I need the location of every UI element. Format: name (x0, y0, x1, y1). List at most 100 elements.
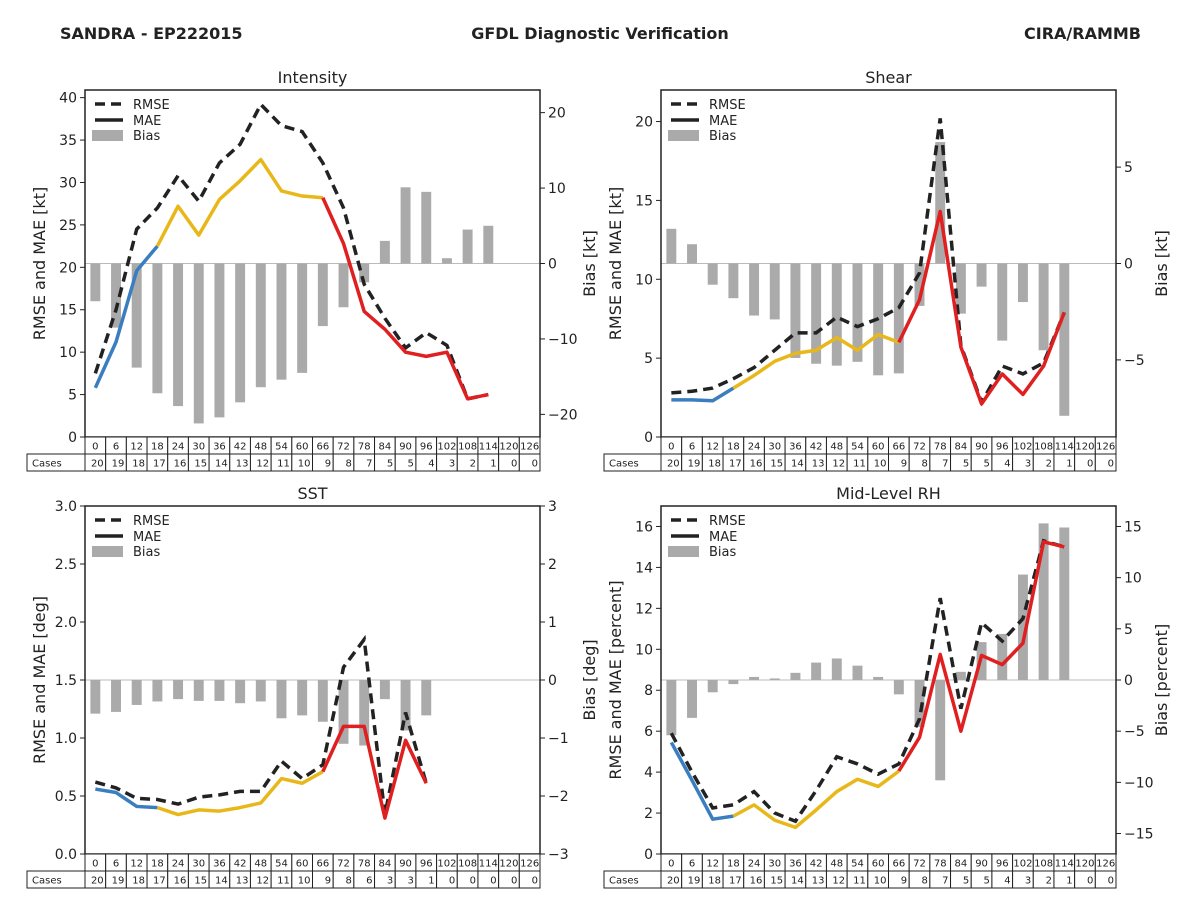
bias-bar (831, 658, 842, 680)
forecast-hour-label: 6 (689, 859, 695, 870)
y-tick-label: 2.0 (55, 615, 77, 631)
cases-value: 8 (921, 459, 927, 470)
forecast-hour-label: 78 (934, 442, 947, 453)
legend-bias-swatch (92, 130, 123, 141)
cases-label-cell (26, 870, 86, 889)
cases-value: 7 (366, 459, 372, 470)
legend-mae-label: MAE (709, 530, 737, 545)
chart-title: SST (297, 484, 327, 503)
bias-bar (955, 671, 966, 680)
cases-value: 4 (1004, 459, 1010, 470)
cases-value: 0 (511, 459, 517, 470)
cases-label: Cases (32, 876, 62, 887)
cases-cell (518, 870, 541, 889)
forecast-hour-label: 48 (254, 859, 267, 870)
forecast-hour-label: 12 (130, 859, 143, 870)
mae-line-mid (156, 770, 324, 817)
forecast-hour-label: 108 (1034, 442, 1053, 453)
bias-bar (421, 680, 432, 716)
y-tick-label: 15 (59, 303, 77, 319)
bias-bar (90, 263, 101, 302)
y2-tick-label: 0 (548, 673, 557, 689)
cases-value: 12 (256, 876, 269, 887)
y-tick-label: 0.5 (55, 789, 77, 805)
mae-line-late (321, 197, 489, 401)
legend-mae-label: MAE (133, 114, 161, 129)
bias-bar (111, 263, 121, 328)
y-tick-label: 14 (635, 560, 653, 576)
forecast-hour-label: 84 (955, 442, 968, 453)
forecast-hour-label: 0 (668, 859, 674, 870)
cases-value: 5 (408, 459, 414, 470)
cases-table: 0206191218181724163015361442134812541160… (603, 853, 1117, 889)
y-tick-label: 0 (644, 430, 653, 446)
cases-value: 3 (449, 459, 455, 470)
cases-value: 19 (112, 459, 125, 470)
mae-line-mid (155, 157, 323, 247)
forecast-hour-label: 90 (975, 442, 988, 453)
bias-bar (441, 258, 452, 264)
forecast-hour-label: 18 (151, 859, 164, 870)
forecast-hour-label: 66 (892, 859, 905, 870)
y2-tick-label: −10 (1124, 775, 1154, 791)
y-axis-label: RMSE and MAE [kt] (30, 187, 49, 340)
y-tick-label: 5 (68, 388, 77, 404)
bias-bar (111, 680, 121, 712)
bias-bar (359, 680, 370, 746)
bias-bar (790, 263, 801, 358)
y2-tick-label: 0 (1124, 257, 1133, 273)
y2-tick-label: −3 (548, 847, 569, 863)
cases-value: 16 (174, 459, 187, 470)
bias-bar (90, 680, 101, 714)
cases-value: 19 (688, 459, 701, 470)
y2-axis-label: Bias [percent] (1152, 624, 1171, 736)
bias-bar (131, 680, 142, 705)
bias-bar (769, 678, 780, 680)
cases-value: 0 (490, 876, 496, 887)
forecast-hour-label: 54 (851, 859, 864, 870)
y-tick-label: 12 (635, 601, 653, 617)
cases-cell (518, 453, 541, 472)
cases-label: Cases (609, 876, 639, 887)
cases-value: 5 (387, 459, 393, 470)
forecast-hour-label: 60 (872, 859, 885, 870)
cases-value: 5 (984, 459, 990, 470)
forecast-hour-label: 114 (1055, 859, 1074, 870)
cases-value: 5 (984, 876, 990, 887)
y2-tick-label: 1 (548, 615, 557, 631)
forecast-hour-label: 30 (192, 859, 205, 870)
mae-line-early (669, 741, 734, 821)
bias-bar (1038, 523, 1049, 680)
cases-value: 20 (667, 459, 680, 470)
y2-tick-label: −10 (548, 332, 578, 348)
cases-label-cell (603, 870, 662, 889)
y-axis-label: RMSE and MAE [percent] (606, 580, 625, 779)
cases-value: 7 (942, 876, 948, 887)
cases-value: 1 (1066, 876, 1072, 887)
cases-value: 0 (532, 876, 538, 887)
y-tick-label: 25 (59, 218, 77, 234)
legend-rmse-label: RMSE (133, 98, 170, 113)
bias-bar (317, 263, 328, 327)
bias-bar (955, 263, 966, 314)
forecast-hour-label: 96 (996, 442, 1009, 453)
cases-value: 6 (366, 876, 372, 887)
cases-value: 17 (729, 876, 742, 887)
cases-value: 2 (1046, 876, 1052, 887)
cases-value: 0 (511, 876, 517, 887)
cases-value: 9 (901, 876, 907, 887)
organization-label: CIRA/RAMMB (1024, 24, 1141, 43)
bias-bar (193, 680, 204, 701)
cases-label: Cases (609, 459, 639, 470)
chart-title: Intensity (278, 68, 348, 87)
forecast-hour-label: 12 (706, 442, 719, 453)
cases-value: 0 (470, 876, 476, 887)
cases-value: 3 (387, 876, 393, 887)
chart-intensity: Intensity0510152025303540−20−1001020RMSE… (26, 68, 599, 472)
bias-bar (893, 680, 904, 695)
cases-value: 16 (750, 876, 763, 887)
chart-title: Shear (865, 68, 912, 87)
cases-value: 12 (832, 876, 845, 887)
y2-tick-label: 2 (548, 557, 557, 573)
